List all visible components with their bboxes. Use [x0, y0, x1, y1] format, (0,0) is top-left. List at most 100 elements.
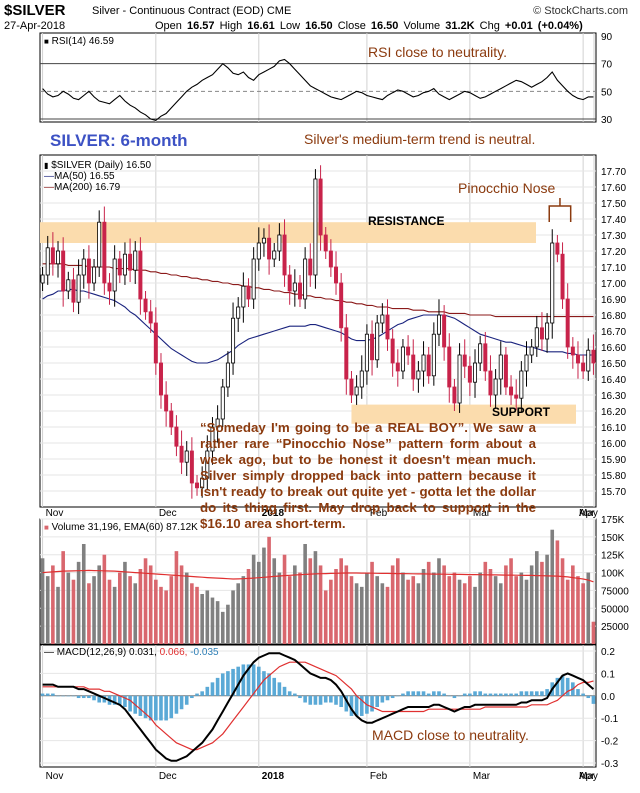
macd-tick-label: -0.2: [601, 737, 619, 748]
volume-bar: [215, 601, 220, 644]
volume-bar: [298, 572, 302, 644]
macd-histogram-bar: [112, 695, 117, 705]
volume-bar: [148, 565, 153, 644]
macd-histogram-bar: [323, 695, 328, 703]
macd-histogram-bar: [123, 695, 127, 707]
price-tick-label: 16.80: [601, 311, 626, 322]
low-label: Low: [279, 20, 301, 32]
macd-x-label: Apr: [579, 771, 595, 782]
open-label: Open: [155, 20, 182, 32]
volume-bar: [128, 576, 132, 644]
macd-histogram-bar: [66, 695, 71, 697]
macd-histogram-bar: [128, 695, 132, 712]
price-tick-label: 15.90: [601, 455, 626, 466]
volume-bar: [478, 572, 482, 644]
volume-bar: [334, 569, 338, 644]
volume-label: Volume: [403, 20, 441, 32]
macd-histogram-bar: [282, 686, 287, 696]
volume-bar: [416, 583, 421, 644]
candle: [66, 279, 71, 292]
volume-bar: [56, 586, 60, 644]
candle: [267, 237, 272, 260]
price-x-label: 2018: [262, 508, 285, 519]
pinocchio-bracket: [548, 198, 572, 222]
change-value: +0.01 (+0.04%): [504, 20, 583, 32]
candle: [282, 234, 287, 276]
candle: [318, 178, 323, 236]
candle: [215, 418, 220, 428]
volume-legend: ■ Volume 31,196, EMA(60) 87.12K: [44, 522, 198, 533]
volume-bar: [246, 569, 251, 644]
candle: [545, 322, 550, 340]
macd-histogram-bar: [385, 695, 390, 701]
volume-bar: [483, 561, 488, 644]
change-label: Chg: [479, 20, 500, 32]
macd-histogram-bar: [267, 673, 271, 696]
candle: [292, 282, 297, 292]
macd-x-label: Mar: [473, 771, 491, 782]
macd-histogram-bar: [401, 693, 405, 696]
macd-histogram-bar: [179, 695, 184, 710]
candle: [174, 426, 179, 447]
macd-histogram-bar: [359, 695, 364, 716]
volume-bar: [375, 576, 380, 644]
macd-histogram-bar: [159, 695, 163, 721]
macd-histogram-bar: [437, 691, 441, 696]
volume-bar: [411, 576, 416, 644]
volume-tick-label: 150K: [601, 533, 625, 544]
volume-bar: [267, 536, 271, 644]
macd-histogram-bar: [488, 693, 493, 696]
volume-bar: [462, 583, 467, 644]
rsi-legend-text: RSI(14) 46.59: [51, 36, 114, 47]
candle: [390, 338, 395, 364]
macd-hist-legend: -0.035: [190, 647, 219, 658]
macd-histogram-bar: [555, 677, 560, 696]
volume-bar: [354, 583, 359, 644]
candle: [231, 317, 236, 364]
price-tick-label: 16.90: [601, 295, 626, 306]
price-tick-label: 16.00: [601, 439, 626, 450]
volume-tick-label: 50000: [601, 604, 629, 615]
macd-histogram-bar: [71, 695, 76, 697]
candle: [493, 378, 498, 396]
macd-histogram-bar: [514, 693, 519, 696]
volume-bar: [437, 558, 441, 644]
volume-bar: [323, 590, 328, 644]
candle: [122, 253, 127, 276]
candle: [416, 370, 421, 380]
volume-bar: [555, 540, 560, 644]
volume-bar: [138, 569, 143, 644]
macd-histogram-bar: [169, 695, 174, 719]
resistance-band: [40, 222, 536, 243]
macd-histogram-bar: [117, 695, 122, 705]
candle: [287, 274, 292, 292]
candle: [241, 285, 246, 308]
candle: [591, 349, 596, 364]
candle: [349, 378, 354, 396]
price-x-label: Apr: [579, 508, 595, 519]
candle: [385, 314, 390, 340]
low-value: 16.50: [305, 20, 333, 32]
candle: [462, 354, 467, 367]
volume-bar: [457, 579, 462, 644]
candle: [354, 386, 359, 396]
rsi-tick-label: 50: [601, 87, 613, 98]
macd-histogram-bar: [164, 695, 168, 721]
volume-bar: [509, 558, 513, 644]
volume-bar: [251, 554, 256, 644]
panel-frame-2: [39, 518, 597, 645]
candle: [225, 362, 230, 388]
price-tick-label: 15.80: [601, 471, 626, 482]
candle: [153, 322, 158, 364]
rsi-tick-label: 70: [601, 60, 613, 71]
candle: [86, 258, 91, 284]
candle: [359, 370, 364, 388]
macd-histogram-bar: [313, 695, 318, 705]
volume-bar: [262, 547, 266, 644]
macd-histogram-bar: [426, 693, 431, 696]
volume-bar: [143, 558, 148, 644]
candle: [133, 250, 138, 271]
macd-histogram-bar: [154, 695, 158, 721]
volume-bar: [220, 611, 225, 644]
ma200-legend-text: MA(200) 16.79: [54, 182, 121, 193]
